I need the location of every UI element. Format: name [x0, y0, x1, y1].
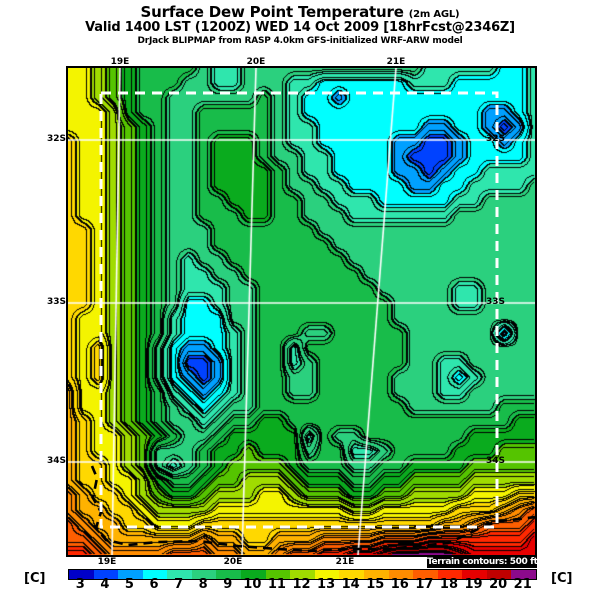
- title-main: Surface Dew Point Temperature: [140, 3, 404, 21]
- lon-label-bottom: 20E: [223, 557, 243, 567]
- model-domain-boundary: [99, 91, 499, 529]
- colorbar-value: 20: [489, 577, 508, 592]
- colorbar-value: 10: [243, 577, 262, 592]
- page-title: Surface Dew Point Temperature (2m AGL): [0, 3, 600, 21]
- colorbar-value: 11: [267, 577, 286, 592]
- colorbar-cell: [191, 570, 217, 579]
- colorbar-cell: [69, 570, 94, 579]
- colorbar-cell: [339, 570, 364, 579]
- colorbar: [68, 569, 537, 580]
- lat-label-right: 32S: [486, 134, 506, 144]
- colorbar-cell: [118, 570, 143, 579]
- model-info-line: DrJack BLIPMAP from RASP 4.0km GFS-initi…: [137, 36, 463, 47]
- colorbar-value: 13: [317, 577, 336, 592]
- colorbar-cell: [142, 570, 168, 579]
- colorbar-cell: [511, 570, 536, 579]
- colorbar-cell: [314, 570, 340, 579]
- colorbar-value: 16: [390, 577, 409, 592]
- title-suffix: (2m AGL): [408, 9, 460, 20]
- colorbar-value: 8: [198, 577, 208, 592]
- lon-label-top: 21E: [386, 57, 406, 67]
- colorbar-cell: [486, 570, 512, 579]
- colorbar-cell: [93, 570, 119, 579]
- colorbar-cell: [388, 570, 414, 579]
- lat-label-right: 34S: [486, 456, 506, 466]
- valid-time-line: Valid 1400 LST (1200Z) WED 14 Oct 2009 […: [85, 20, 515, 36]
- unit-label-right: [C]: [551, 571, 573, 586]
- colorbar-value: 4: [100, 577, 110, 592]
- dewpoint-heatmap-canvas: [68, 68, 535, 555]
- lon-label-bottom: 21E: [335, 557, 355, 567]
- colorbar-value: 18: [439, 577, 459, 592]
- colorbar-cell: [462, 570, 487, 579]
- colorbar-cell: [413, 570, 438, 579]
- colorbar-cell: [216, 570, 242, 579]
- lon-label-bottom: 19E: [97, 557, 117, 567]
- colorbar-value: 6: [149, 577, 159, 592]
- lat-label-left: 32S: [46, 134, 66, 144]
- map-plot-area: [66, 66, 537, 557]
- lon-label-top: 20E: [246, 57, 266, 67]
- colorbar-value: 12: [292, 577, 311, 592]
- colorbar-value: 9: [223, 577, 233, 592]
- unit-label-left: [C]: [24, 571, 46, 586]
- lat-label-left: 33S: [46, 297, 66, 307]
- colorbar-value: 21: [513, 577, 532, 592]
- terrain-contour-note: Terrain contours: 500 ft: [427, 556, 538, 568]
- colorbar-value: 14: [341, 577, 360, 592]
- lat-label-left: 34S: [46, 456, 66, 466]
- colorbar-cell: [437, 570, 463, 579]
- map-overlay: [90, 91, 535, 553]
- colorbar-value: 3: [75, 577, 85, 592]
- lat-label-right: 33S: [486, 297, 506, 307]
- colorbar-value: 15: [366, 577, 385, 592]
- colorbar-cell: [265, 570, 291, 579]
- colorbar-cell: [363, 570, 389, 579]
- lon-label-top: 19E: [110, 57, 130, 67]
- title-block: Surface Dew Point Temperature (2m AGL) V…: [0, 3, 600, 47]
- colorbar-cell: [241, 570, 266, 579]
- colorbar-cell: [290, 570, 315, 579]
- colorbar-value: 17: [415, 577, 434, 592]
- colorbar-value: 19: [464, 577, 483, 592]
- colorbar-value: 7: [174, 577, 184, 592]
- coastline-dashed-line: [90, 465, 535, 553]
- colorbar-cell: [167, 570, 192, 579]
- colorbar-value: 5: [124, 577, 134, 592]
